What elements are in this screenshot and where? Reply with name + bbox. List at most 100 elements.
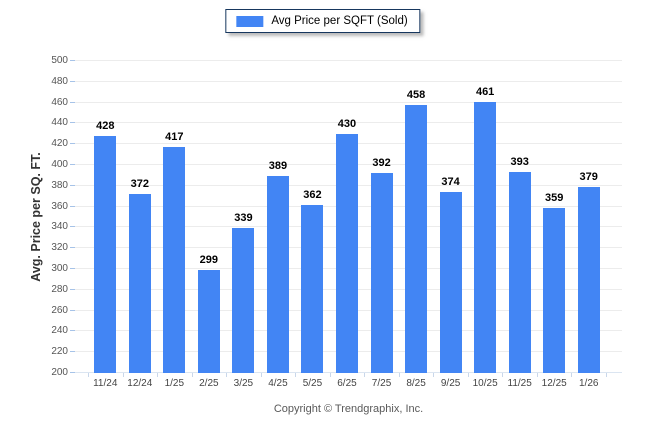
y-axis-tick-mark [70,143,75,145]
y-axis-tick-mark [70,226,75,228]
legend-label: Avg Price per SQFT (Sold) [271,15,408,27]
bar-slot: 389 4/25 [261,61,296,389]
bar-slot: 374 9/25 [433,61,468,389]
bar [128,194,151,373]
x-axis-tick-label: 1/25 [164,378,185,389]
bar-slot: 430 6/25 [330,61,365,389]
y-axis-tick-mark [70,309,75,311]
y-axis-tick-mark [70,351,75,353]
bar [301,204,324,373]
x-axis-tick-mark [88,373,89,377]
y-axis-tick-mark [70,268,75,269]
bar-value-label: 362 [303,188,322,201]
gridline [75,80,622,82]
gridline [75,60,622,61]
x-axis-tick-mark [191,373,193,377]
y-axis-tick-mark [70,101,75,103]
bar-slot: 359 12/25 [537,61,572,388]
x-axis-tick-mark [433,373,435,377]
bar [577,186,600,373]
x-axis-tick-label: 10/25 [472,378,498,389]
y-axis-tick-label: 200 [51,367,68,378]
x-axis-tick-label: 12/25 [541,378,567,389]
y-axis-tick-label: 340 [51,221,68,233]
bar-slot: 372 12/24 [123,61,158,389]
y-axis-tick-mark [70,60,75,61]
y-axis-tick-mark [70,122,75,124]
x-axis-tick-label: 11/25 [507,378,532,389]
plot-area: 428 11/24 372 12/24 417 1/25 299 2/25 339 3/25 389… [70,60,622,389]
y-axis-tick-label: 480 [51,75,68,87]
y-axis-tick-label: 460 [51,96,68,108]
x-axis-tick-mark [260,373,262,377]
bar [163,147,186,373]
x-axis-tick-mark [606,373,607,377]
bar-value-label: 359 [545,191,564,204]
bars-region: 428 11/24 372 12/24 417 1/25 299 2/25 339 3/25 389… [88,61,607,389]
x-axis-tick-label: 2/25 [199,378,219,389]
legend: Avg Price per SQFT (Sold) [225,9,421,33]
bar-slot: 417 1/25 [157,61,192,389]
y-axis-tick-label: 360 [51,200,68,212]
x-axis-tick-label: 12/24 [127,378,153,389]
bar [370,173,393,373]
bar-slot: 299 2/25 [192,61,227,389]
bar-value-label: 461 [475,85,495,98]
bar-value-label: 392 [372,157,391,170]
y-axis-tick-label: 240 [51,325,68,337]
y-axis-tick-mark [70,80,75,82]
bar-slot: 428 11/24 [88,61,123,388]
y-axis-tick-mark [70,288,75,290]
x-axis-tick-mark [502,373,504,377]
bar-value-label: 389 [268,160,288,173]
bar [197,270,220,373]
bar-slot: 458 8/25 [399,61,434,389]
bar-value-label: 379 [579,170,598,183]
x-axis-tick-mark [295,373,297,377]
bar-slot: 392 7/25 [364,61,399,389]
x-axis-tick-label: 4/25 [268,378,288,389]
x-axis-tick-label: 6/25 [337,378,357,389]
bar [508,172,531,373]
x-axis-tick-mark [571,373,573,377]
bar-value-label: 299 [199,254,219,267]
y-axis-tick-labels: 200 220 240 260 280 300 320 340 360 380 400 420 440 4… [40,56,68,378]
y-axis-tick-label: 300 [51,263,68,274]
x-axis-tick-mark [536,373,538,377]
bar [94,135,117,373]
y-axis-tick-mark [70,247,75,249]
y-axis-tick-label: 220 [51,346,68,358]
legend-swatch [236,15,264,27]
bar [405,104,428,373]
bar-value-label: 428 [96,119,115,132]
bar-value-label: 430 [337,117,357,130]
y-axis-tick-label: 380 [51,179,68,191]
y-axis-tick-label: 320 [51,242,68,254]
y-axis-tick-mark [70,205,75,207]
y-axis-tick-mark [70,164,75,165]
bar [439,192,462,373]
bar [335,133,358,373]
bar-slot: 461 10/25 [468,61,503,388]
y-axis-tick-mark [70,330,75,332]
copyright-text: Copyright © Trendgraphix, Inc. [273,403,424,415]
bar-slot: 393 11/25 [502,61,537,389]
y-axis-tick-mark [70,372,75,373]
y-axis-tick-label: 420 [51,138,68,150]
x-axis-tick-label: 3/25 [233,378,254,389]
gridline [75,122,622,124]
bar-slot: 339 3/25 [226,61,261,389]
bar [266,176,289,373]
x-axis-tick-mark [226,373,228,377]
y-axis-tick-label: 440 [51,117,68,129]
x-axis-tick-label: 5/25 [302,378,323,389]
x-axis-tick-mark [364,373,366,377]
bar-value-label: 393 [510,156,529,169]
y-axis-tick-label: 500 [51,55,68,66]
x-axis-tick-mark [329,373,331,377]
x-axis-tick-mark [122,373,124,377]
x-axis-tick-label: 11/24 [93,378,118,389]
x-axis-tick-label: 9/25 [440,378,461,389]
x-axis-tick-mark [467,373,469,377]
